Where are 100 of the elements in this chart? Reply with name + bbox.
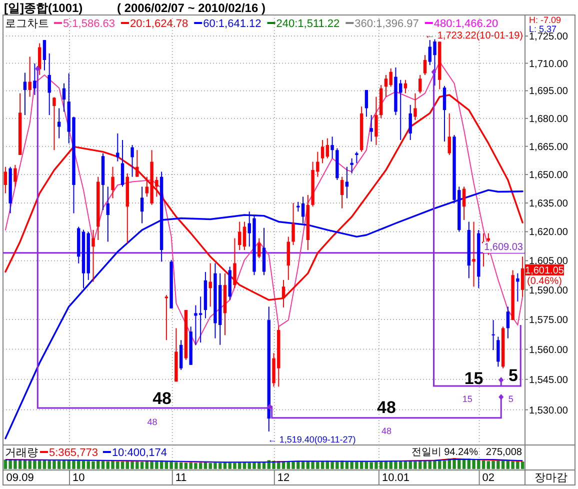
y-tick-label: 1,575.00 [529,314,568,326]
chart-title: [일]종합(1001) [4,1,83,15]
candlestick [28,56,32,98]
text: 장마감 [534,472,568,484]
annotation: 48 [381,426,392,436]
candlestick [92,229,95,282]
x-tick-label: 02 [482,472,495,484]
candlestick [472,221,476,288]
candlestick [33,62,36,96]
annotation: 전일비 94.24% [411,447,478,458]
candlestick [116,132,120,162]
chart-title: 거래량 [5,447,38,459]
candlestick [370,114,373,142]
candlestick [506,306,510,339]
legend-label: 5:365,773 [49,447,98,459]
text: L: 5.37 [529,24,557,34]
annotation: 275,008 [486,447,522,458]
y-tick-label: 1,725.00 [529,32,568,43]
candlestick [23,72,27,116]
candlestick [423,54,427,76]
candlestick [442,85,446,142]
x-tick-label: 12 [277,472,290,484]
y-tick-label: 1,620.00 [529,227,568,238]
annotation: ← 1,519.40(09-11-27) [268,434,356,444]
x-tick-label: 11 [175,472,187,484]
legend-label: 5:1,586.63 [63,18,115,30]
legend-label: 360:1,396.97 [354,18,419,30]
annotation: 5 [508,366,518,385]
candlestick [52,96,56,151]
text: 1,601.05 [525,265,564,276]
candlestick [140,186,144,224]
y-tick-label: 1,680.00 [529,114,568,125]
candlestick [404,79,408,94]
candlestick [320,139,324,164]
candlestick [345,166,349,199]
x-tick-label: 10 [72,472,85,484]
candlestick [42,40,46,71]
candlestick [242,221,246,251]
candlestick [340,176,344,209]
candlestick [448,112,451,156]
candlestick [492,320,495,351]
candlestick [238,221,242,251]
y-tick-label: 1,650.00 [529,170,568,182]
candlestick [120,139,124,188]
legend-title: 로그차트 [5,18,49,30]
annotation: 48 [376,398,396,417]
candlestick [130,144,134,178]
annotation: 48 [147,417,158,427]
candlestick [350,158,354,174]
candlestick [106,186,110,242]
candlestick [4,166,8,194]
y-tick-label: 1,545.00 [529,374,568,386]
candlestick [418,74,422,94]
candlestick [208,262,212,308]
y-tick-label: 1,605.00 [529,256,568,268]
candlestick [48,52,51,116]
candlestick [164,294,168,341]
candlestick [136,150,139,178]
candlestick [62,82,66,112]
y-tick-label: 1,560.00 [529,344,568,356]
candlestick [374,96,378,146]
text: H: -7.09 [529,15,562,25]
candlestick [462,186,466,220]
legend-label: 240:1,511.22 [276,18,340,30]
y-tick-label: 1,635.00 [529,198,568,210]
candlestick [286,236,290,280]
candlestick [326,138,330,159]
candlestick [355,151,358,164]
candlestick [292,202,295,246]
candlestick [330,136,334,159]
line-series [4,61,524,346]
y-tick-label: 1,695.00 [529,86,568,98]
annotation: 5 [508,394,514,404]
candlestick [14,164,17,188]
legend-label: 10:400,174 [112,447,167,459]
candlestick [258,238,261,259]
candlestick [58,108,61,139]
candlestick [408,104,412,140]
candlestick [301,196,305,224]
annotation: ← 1,723.22(10-01-19) [424,30,523,42]
annotation: 15 [464,369,484,388]
y-tick-label: 1,710.00 [529,58,568,70]
x-tick-label: 09.09 [6,472,34,484]
candlestick [296,201,300,212]
x-tick-label: 10.01 [382,472,410,484]
y-tick-label: 1,530.00 [529,405,568,416]
candlestick [179,340,183,370]
y-tick-label: 1,590.00 [529,285,568,296]
text: (0.46%) [527,276,562,287]
legend-label: 60:1,641.12 [203,18,262,30]
chart-subtitle: ( 2006/02/07 ~ 2010/02/16 ) [117,1,266,15]
candlestick [111,166,114,199]
candlestick [233,238,236,289]
candlestick [364,89,368,118]
annotation: 15 [462,394,472,404]
legend-label: 20:1,624.78 [130,18,188,30]
candlestick [414,92,417,121]
legend-label: 480:1,466.20 [434,18,498,30]
ref-line-label: 1,609.03 [484,242,524,253]
candlestick [496,336,500,368]
